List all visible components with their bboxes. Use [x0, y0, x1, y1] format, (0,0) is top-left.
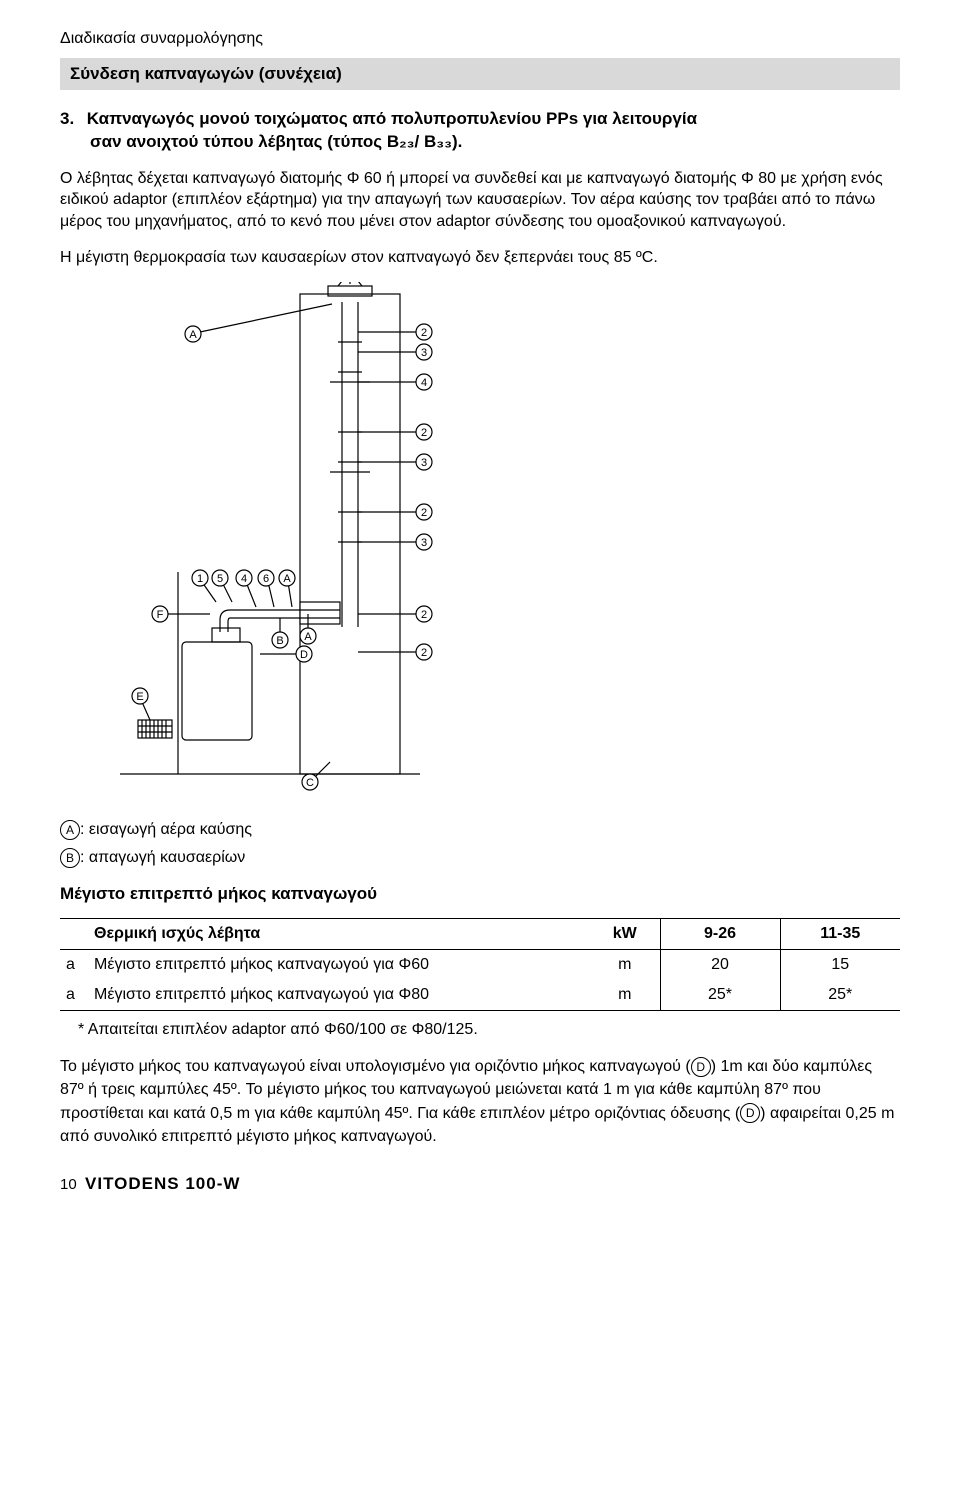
- row-marker: a: [60, 980, 88, 1011]
- table-row: a Μέγιστο επιτρεπτό μήκος καπναγωγού για…: [60, 980, 900, 1011]
- closing-d-icon-1: D: [691, 1057, 711, 1077]
- row-label: Μέγιστο επιτρεπτό μήκος καπναγωγού για Φ…: [88, 950, 590, 981]
- svg-text:5: 5: [217, 573, 223, 585]
- svg-text:2: 2: [421, 507, 427, 519]
- closing-d-icon-2: D: [740, 1103, 760, 1123]
- row-v1: 20: [660, 950, 780, 981]
- svg-text:F: F: [157, 609, 164, 621]
- closing-paragraph: Το μέγιστο μήκος του καπναγωγού είναι υπ…: [60, 1055, 900, 1148]
- legend-b-icon: B: [60, 848, 80, 868]
- paragraph-1: Ο λέβητας δέχεται καπναγωγό διατομής Φ 6…: [60, 168, 900, 233]
- table-row: a Μέγιστο επιτρεπτό μήκος καπναγωγού για…: [60, 950, 900, 981]
- closing-text-1: Το μέγιστο μήκος του καπναγωγού είναι υπ…: [60, 1058, 691, 1075]
- svg-text:A: A: [283, 573, 291, 585]
- legend-b: B: απαγωγή καυσαερίων: [60, 848, 900, 868]
- row-label: Μέγιστο επιτρεπτό μήκος καπναγωγού για Φ…: [88, 980, 590, 1011]
- legend-a-icon: A: [60, 820, 80, 840]
- product-name: VITODENS 100-W: [85, 1174, 240, 1193]
- flue-length-table: Θερμική ισχύς λέβητα kW 9-26 11-35 a Μέγ…: [60, 918, 900, 1011]
- header-col2: 11-35: [780, 919, 900, 950]
- svg-text:A: A: [189, 329, 197, 341]
- page-number: 10: [60, 1176, 77, 1193]
- legend-b-text: : απαγωγή καυσαερίων: [80, 849, 245, 866]
- table-heading: Μέγιστο επιτρεπτό μήκος καπναγωγού: [60, 884, 900, 904]
- row-unit: m: [590, 950, 660, 981]
- row-unit: m: [590, 980, 660, 1011]
- svg-text:4: 4: [241, 573, 247, 585]
- header-label: Θερμική ισχύς λέβητα: [88, 919, 590, 950]
- svg-text:A: A: [304, 631, 312, 643]
- svg-text:C: C: [306, 777, 314, 789]
- svg-text:D: D: [300, 649, 308, 661]
- item-number: 3.: [60, 108, 82, 131]
- legend-a: A: εισαγωγή αέρα καύσης: [60, 820, 900, 840]
- item-title-line1: Καπναγωγός μονού τοιχώματος από πολυπροπ…: [87, 109, 697, 128]
- svg-text:3: 3: [421, 457, 427, 469]
- svg-text:B: B: [276, 635, 283, 647]
- row-v1: 25*: [660, 980, 780, 1011]
- svg-text:6: 6: [263, 573, 269, 585]
- svg-text:4: 4: [421, 377, 427, 389]
- header-col1: 9-26: [660, 919, 780, 950]
- item-title-line2: σαν ανοιχτού τύπου λέβητας (τύπος B₂₃/ B…: [90, 132, 462, 151]
- page-footer: 10 VITODENS 100-W: [60, 1174, 900, 1194]
- svg-text:3: 3: [421, 347, 427, 359]
- breadcrumb: Διαδικασία συναρμολόγησης: [60, 30, 900, 48]
- header-unit: kW: [590, 919, 660, 950]
- svg-text:E: E: [136, 691, 143, 703]
- row-v2: 15: [780, 950, 900, 981]
- section-header: Σύνδεση καπναγωγών (συνέχεια): [60, 58, 900, 90]
- svg-text:3: 3: [421, 537, 427, 549]
- row-marker: a: [60, 950, 88, 981]
- legend-a-text: : εισαγωγή αέρα καύσης: [80, 821, 252, 838]
- paragraph-2: Η μέγιστη θερμοκρασία των καυσαερίων στο…: [60, 247, 900, 269]
- svg-text:2: 2: [421, 609, 427, 621]
- item-title: 3. Καπναγωγός μονού τοιχώματος από πολυπ…: [60, 108, 900, 154]
- flue-diagram: 2 3 4 2 3 2 3 2 2 A B: [60, 282, 900, 802]
- row-v2: 25*: [780, 980, 900, 1011]
- svg-text:2: 2: [421, 327, 427, 339]
- svg-text:2: 2: [421, 427, 427, 439]
- table-footnote: * Απαιτείται επιπλέον adaptor από Φ60/10…: [78, 1021, 900, 1039]
- svg-text:2: 2: [421, 647, 427, 659]
- svg-text:1: 1: [197, 573, 203, 585]
- table-header-row: Θερμική ισχύς λέβητα kW 9-26 11-35: [60, 919, 900, 950]
